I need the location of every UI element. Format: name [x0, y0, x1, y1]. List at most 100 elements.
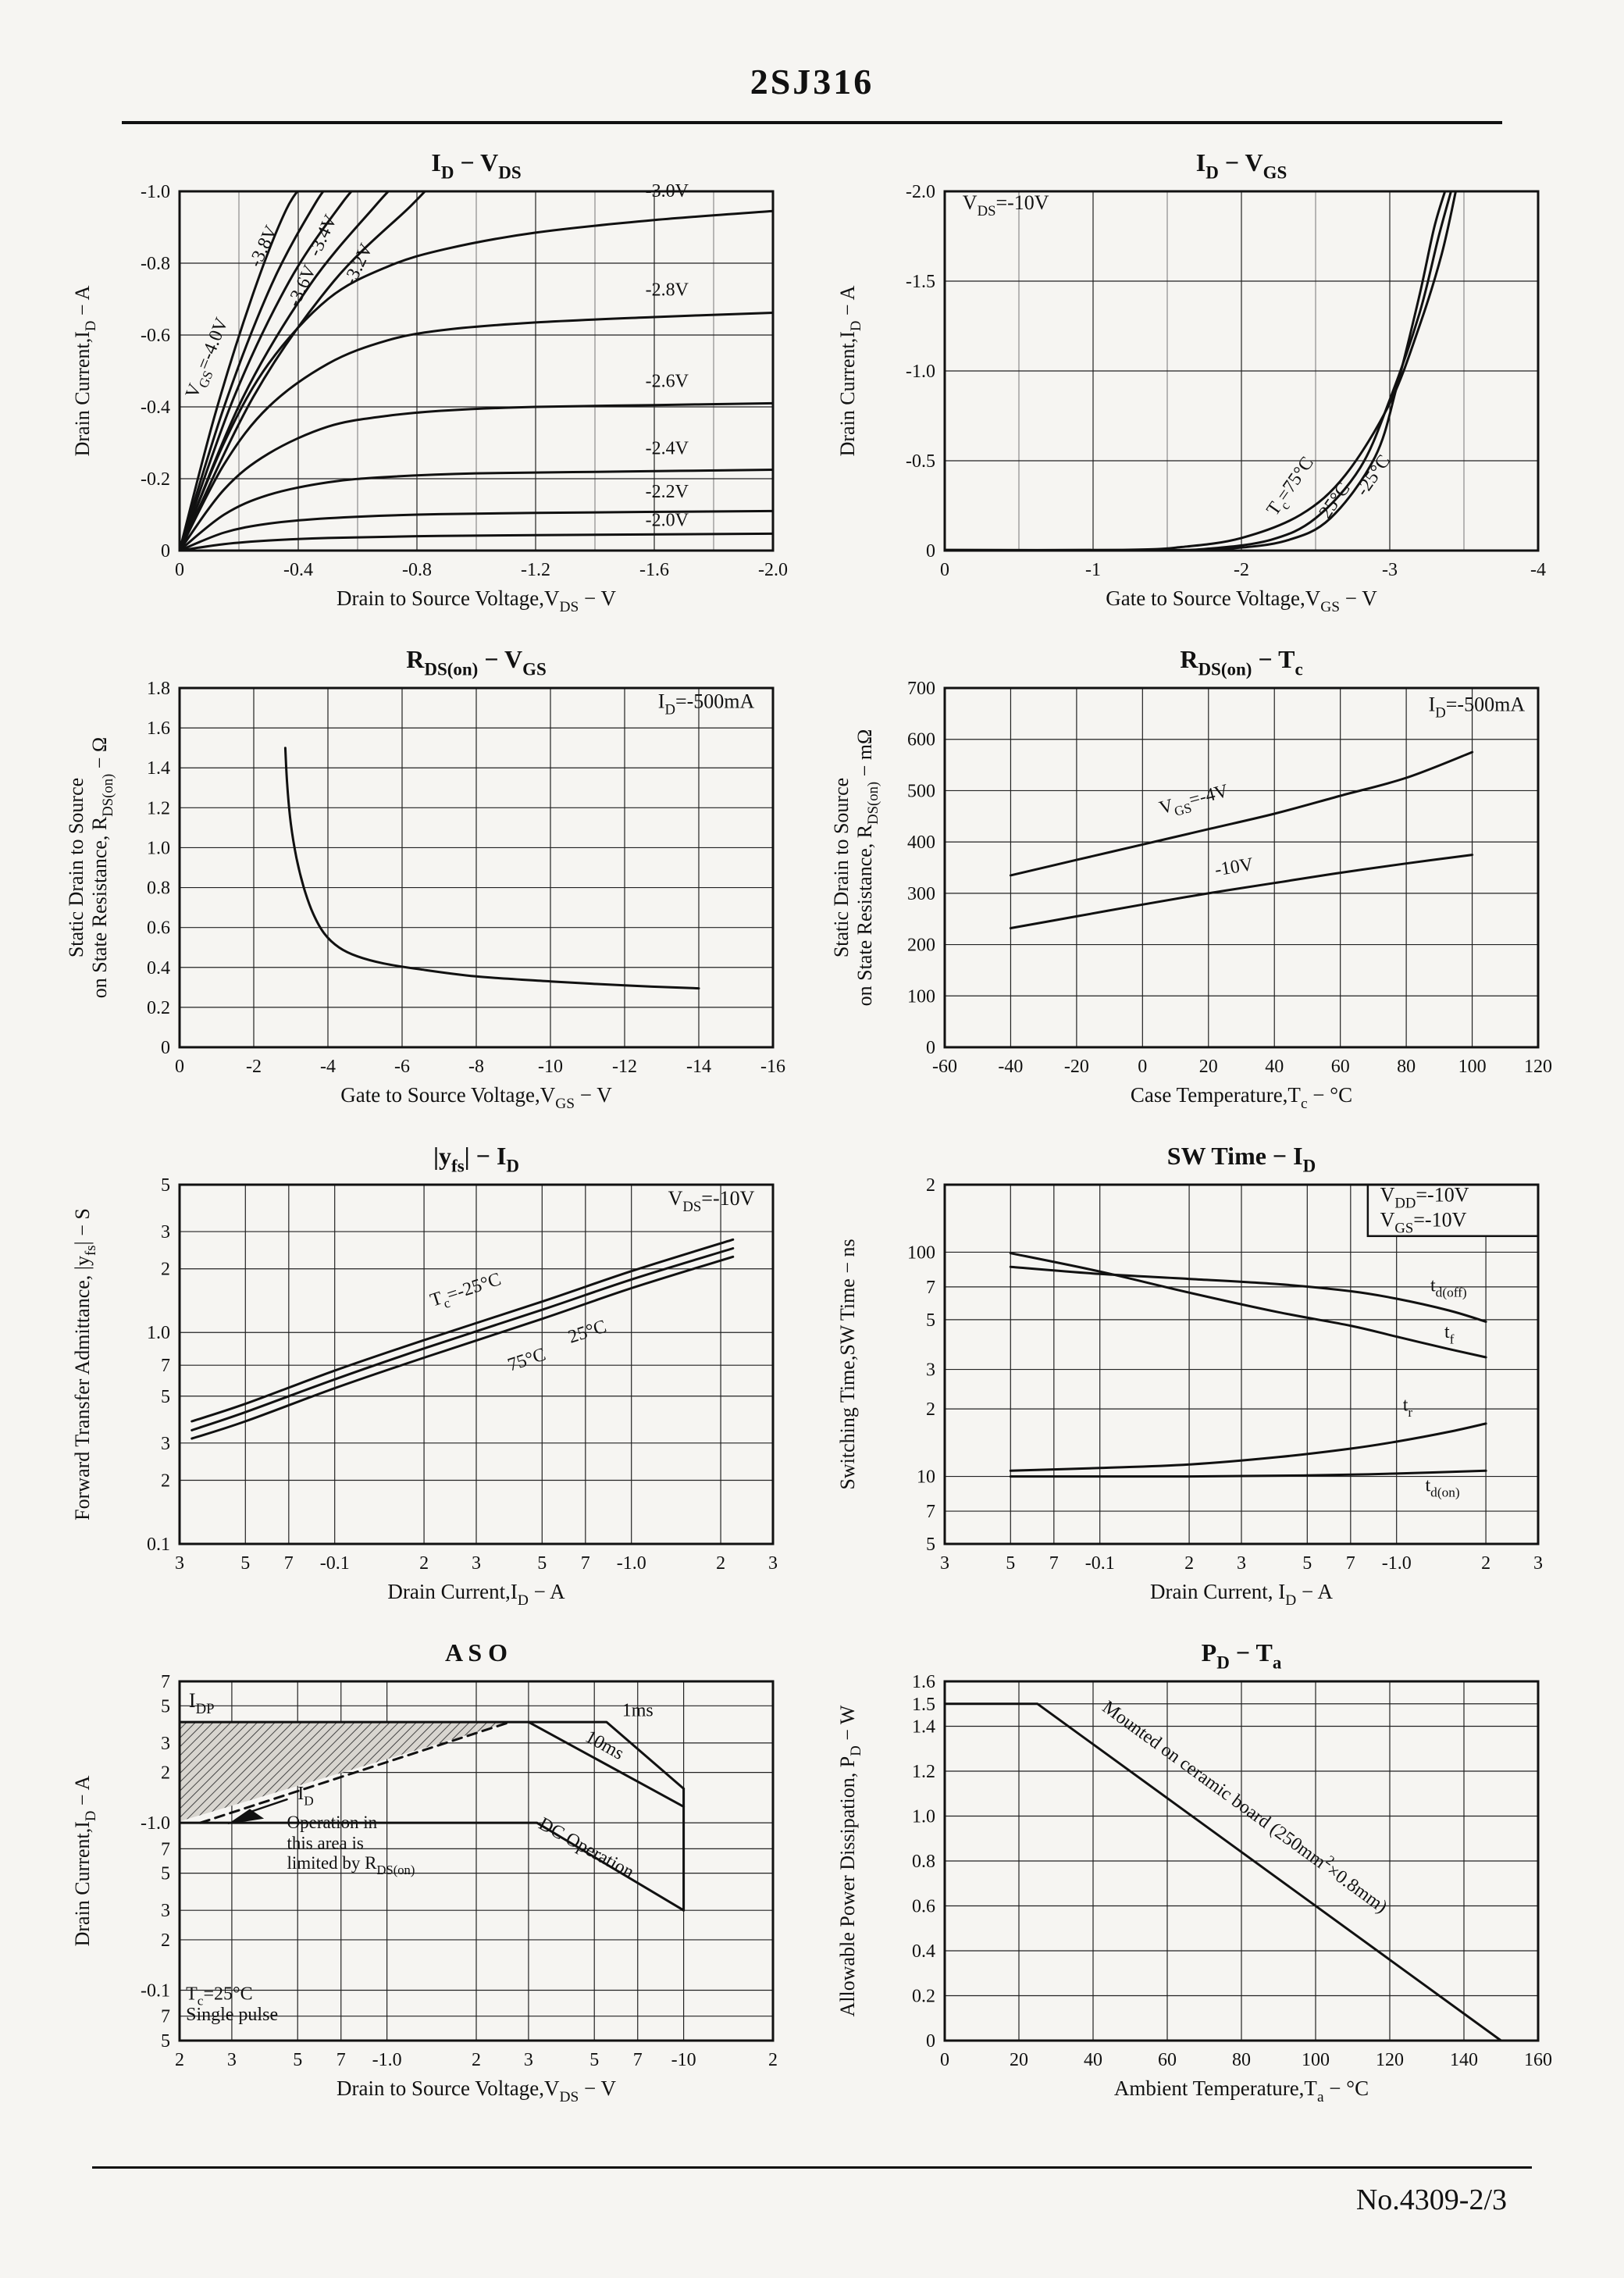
svg-text:-0.4: -0.4 [141, 397, 170, 418]
svg-text:5: 5 [537, 1553, 547, 1574]
svg-text:80: 80 [1397, 1057, 1416, 1077]
svg-text:20: 20 [1010, 2050, 1028, 2070]
svg-text:on State Resistance, RDS(on) −: on State Resistance, RDS(on) − Ω [88, 737, 116, 999]
svg-text:tr: tr [1403, 1396, 1413, 1420]
svg-text:0: 0 [161, 541, 170, 561]
svg-text:3: 3 [472, 1553, 481, 1574]
svg-text:-16: -16 [760, 1057, 785, 1077]
svg-text:3: 3 [161, 1434, 170, 1454]
svg-text:2: 2 [419, 1553, 429, 1574]
svg-text:100: 100 [1458, 1057, 1487, 1077]
svg-text:7: 7 [1049, 1553, 1059, 1574]
chart-aso: 2 3 5 7 -1.0 2 3 5 7 -10 2 5 7 -0.1 2 3 5 7 -1.0 2 3 5 7 IDP 1ms… [62, 1625, 796, 2114]
svg-text:5: 5 [240, 1553, 250, 1574]
svg-text:-60: -60 [932, 1057, 957, 1077]
svg-text:-0.8: -0.8 [402, 560, 432, 580]
svg-text:0.4: 0.4 [147, 958, 170, 979]
svg-text:-0.2: -0.2 [141, 469, 170, 490]
svg-text:Drain Current,ID − A: Drain Current,ID − A [71, 285, 99, 456]
svg-text:7: 7 [337, 2050, 346, 2070]
svg-text:-2.0V: -2.0V [646, 511, 689, 531]
part-number: 2SJ316 [750, 62, 874, 102]
svg-text:2: 2 [926, 1399, 935, 1420]
svg-text:0: 0 [1138, 1057, 1147, 1077]
svg-text:25°C: 25°C [566, 1317, 609, 1348]
svg-text:VDS=-10V: VDS=-10V [668, 1187, 755, 1215]
svg-text:2: 2 [175, 2050, 184, 2070]
svg-text:-2: -2 [246, 1057, 262, 1077]
id-vds-canvas: 0 -0.4 -0.8 -1.2 -1.6 -2.0 0 -0.2 -0.4 -0.6 -0.8 -1… [71, 148, 788, 615]
svg-text:-4: -4 [320, 1057, 336, 1077]
svg-text:5: 5 [161, 1175, 170, 1196]
svg-text:2: 2 [161, 1930, 170, 1951]
svg-text:0.8: 0.8 [147, 879, 170, 899]
svg-text:-1.0: -1.0 [141, 1813, 170, 1834]
footer-rule [92, 2166, 1532, 2169]
svg-text:3: 3 [524, 2050, 533, 2070]
svg-text:5: 5 [1302, 1553, 1312, 1574]
svg-text:1.2: 1.2 [912, 1762, 935, 1782]
svg-text:Mounted on ceramic board (250m: Mounted on ceramic board (250mm2×0.8mm) [1099, 1693, 1394, 1917]
svg-text:-1.5: -1.5 [906, 272, 935, 292]
svg-text:60: 60 [1158, 2050, 1177, 2070]
svg-text:3: 3 [161, 1222, 170, 1242]
svg-text:-40: -40 [998, 1057, 1023, 1077]
svg-text:Forward Transfer Admittance, |: Forward Transfer Admittance, |yfs| − S [71, 1208, 99, 1520]
charts-grid: 0 -0.4 -0.8 -1.2 -1.6 -2.0 0 -0.2 -0.4 -0.6 -0.8 -1… [0, 124, 1624, 2114]
svg-text:VGS=-4.0V: VGS=-4.0V [182, 315, 237, 403]
svg-text:120: 120 [1524, 1057, 1552, 1077]
chart-pd-ta: 0 20 40 60 80 100 120 140 160 0 0.2 0.4 0.6 0.8 1.0 1.2… [828, 1625, 1562, 2114]
svg-text:700: 700 [907, 679, 935, 699]
svg-text:ID: ID [297, 1784, 313, 1808]
svg-text:-1.0: -1.0 [141, 182, 170, 202]
svg-text:7: 7 [161, 2007, 170, 2027]
page-header: 2SJ316 [0, 0, 1624, 102]
svg-text:1.2: 1.2 [147, 798, 170, 818]
svg-text:10: 10 [917, 1467, 935, 1488]
svg-text:-0.8: -0.8 [141, 254, 170, 274]
svg-text:500: 500 [907, 781, 935, 801]
svg-text:|yfs| − ID: |yfs| − ID [433, 1142, 519, 1176]
svg-text:Static Drain to Source: Static Drain to Source [65, 778, 87, 957]
svg-text:-10: -10 [538, 1057, 563, 1077]
svg-text:1.0: 1.0 [147, 838, 170, 858]
svg-text:2: 2 [472, 2050, 481, 2070]
svg-text:0.8: 0.8 [912, 1852, 935, 1872]
svg-text:100: 100 [1302, 2050, 1330, 2070]
svg-text:10ms: 10ms [582, 1727, 627, 1764]
svg-text:Operation in: Operation in [287, 1813, 378, 1832]
svg-text:-2.6V: -2.6V [646, 372, 689, 392]
svg-text:-0.6: -0.6 [141, 326, 170, 346]
svg-text:5: 5 [161, 1864, 170, 1884]
svg-text:1.8: 1.8 [147, 679, 170, 699]
svg-text:-20: -20 [1064, 1057, 1089, 1077]
rds-tc-canvas: -60 -40 -20 0 20 40 60 80 100 120 0 100 200 300 400 500… [830, 645, 1552, 1112]
svg-text:0: 0 [940, 560, 949, 580]
svg-text:1.4: 1.4 [147, 758, 170, 779]
svg-text:600: 600 [907, 730, 935, 750]
svg-text:A S O: A S O [445, 1638, 508, 1667]
svg-text:20: 20 [1199, 1057, 1218, 1077]
svg-text:ID − VGS: ID − VGS [1196, 148, 1287, 183]
svg-text:td(on): td(on) [1426, 1475, 1460, 1499]
svg-text:1.0: 1.0 [912, 1807, 935, 1827]
svg-text:VDD=-10V: VDD=-10V [1380, 1184, 1469, 1212]
svg-text:Switching Time,SW Time − ns: Switching Time,SW Time − ns [836, 1239, 859, 1489]
svg-text:200: 200 [907, 936, 935, 956]
svg-text:0: 0 [926, 2031, 935, 2052]
id-vgs-canvas: 0 -1 -2 -3 -4 0 -0.5 -1.0 -1.5 -2.0 VDS=-10V Tc=75°… [836, 148, 1546, 615]
svg-text:5: 5 [926, 1535, 935, 1555]
svg-text:5: 5 [1006, 1553, 1015, 1574]
svg-text:-10: -10 [671, 2050, 696, 2070]
svg-text:40: 40 [1265, 1057, 1284, 1077]
page-number: No.4309-2/3 [1355, 2184, 1507, 2216]
svg-text:5: 5 [589, 2050, 599, 2070]
svg-text:-1.6: -1.6 [639, 560, 669, 580]
yfs-id-canvas: 3 5 7 -0.1 2 3 5 7 -1.0 2 30.123571.0235VDS=-10VTc… [71, 1142, 778, 1609]
svg-text:3: 3 [1237, 1553, 1246, 1574]
svg-text:3: 3 [161, 1901, 170, 1921]
svg-text:-6: -6 [394, 1057, 410, 1077]
svg-text:-0.1: -0.1 [320, 1553, 350, 1574]
